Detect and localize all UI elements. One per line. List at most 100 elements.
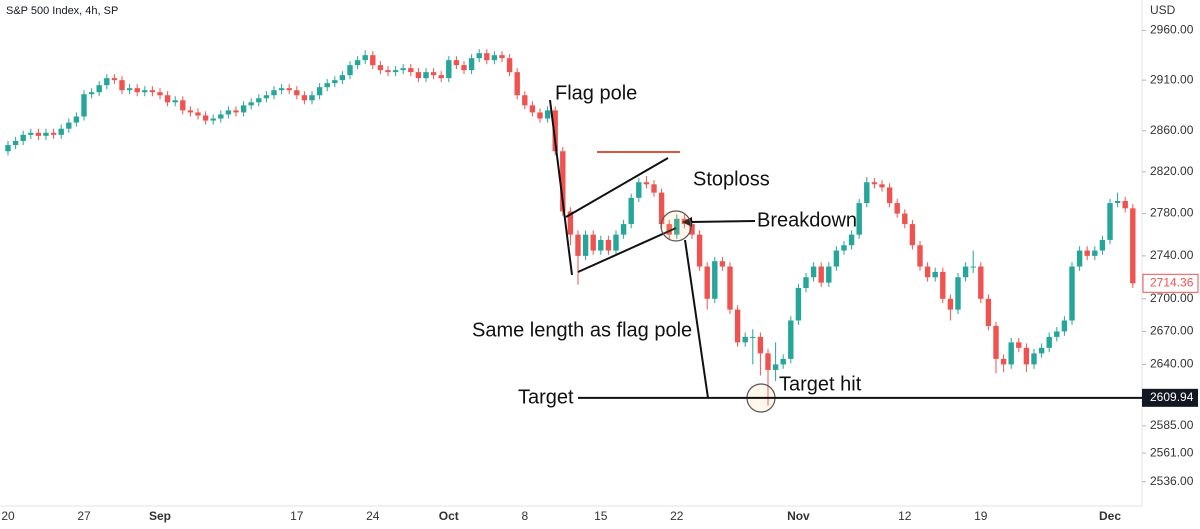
candle-body: [415, 72, 422, 79]
candle-body: [354, 60, 361, 66]
candle-body: [96, 85, 102, 93]
candle-body: [978, 266, 984, 299]
candle-body: [12, 140, 19, 146]
candle-body: [947, 298, 954, 310]
x-tick-label: 20: [1, 509, 15, 523]
candle-body: [81, 94, 87, 117]
candle-body: [1107, 203, 1113, 240]
candle-body: [772, 364, 779, 370]
y-tick-label: 2860.00: [1150, 123, 1194, 137]
candle-body: [1054, 331, 1060, 337]
x-tick-label: 22: [670, 509, 684, 523]
candle-body: [940, 271, 946, 299]
candle-body: [719, 261, 726, 267]
candle-body: [187, 110, 194, 113]
candle-body: [636, 182, 642, 198]
candle-body: [780, 358, 786, 365]
candle-body: [126, 88, 133, 91]
candle-body: [909, 224, 916, 246]
candle-body: [1076, 250, 1083, 267]
candle-body: [28, 132, 34, 135]
candle-body: [1114, 200, 1121, 204]
last-price-label: 2714.36: [1150, 275, 1194, 289]
candle-body: [818, 266, 824, 283]
candle-body: [704, 266, 710, 299]
candle-body: [788, 320, 794, 359]
candle-body: [658, 192, 665, 225]
candle-body: [1031, 353, 1037, 365]
candle-body: [689, 224, 695, 235]
candle-body: [560, 151, 566, 212]
candle-body: [598, 239, 604, 251]
candle-body: [750, 336, 756, 338]
x-tick-label: 17: [290, 509, 304, 523]
annotation: Flag pole: [555, 82, 637, 104]
candle-body: [902, 213, 908, 225]
y-tick-label: 2820.00: [1150, 164, 1194, 178]
candle-body: [924, 266, 931, 278]
y-tick-label: 2640.00: [1150, 357, 1194, 371]
candle-body: [803, 277, 809, 289]
candle-body: [1092, 250, 1098, 256]
candle-body: [316, 87, 323, 96]
x-tick-label: 15: [594, 509, 608, 523]
candle-body: [202, 115, 209, 121]
candle-body: [164, 95, 171, 103]
candle-body: [104, 78, 110, 86]
chart-title: S&P 500 Index, 4h, SP: [6, 5, 118, 17]
candle-body: [552, 110, 558, 152]
candle-body: [1046, 336, 1052, 348]
candle-body: [514, 72, 520, 96]
y-tick-label: 2910.00: [1150, 72, 1194, 86]
candle-body: [408, 68, 414, 73]
candle-body: [894, 203, 900, 214]
candle-body: [309, 95, 315, 101]
candle-body: [590, 234, 596, 251]
y-tick-label: 2670.00: [1150, 324, 1194, 338]
candle-body: [225, 110, 232, 115]
candle-body: [377, 65, 384, 71]
annotation: Same length as flag pole: [472, 319, 692, 341]
y-tick-label: 2561.00: [1150, 445, 1194, 459]
candle-body: [544, 110, 551, 119]
candle-body: [332, 80, 338, 84]
candle-body: [696, 234, 703, 267]
candle-body: [88, 92, 95, 95]
annotation: Breakdown: [757, 209, 857, 231]
annotation: Target: [518, 386, 574, 408]
candle-body: [993, 325, 999, 359]
x-tick-label: 8: [521, 509, 528, 523]
candle-body: [172, 100, 178, 103]
flag-pole-line: [549, 99, 573, 276]
candle-body: [575, 234, 581, 256]
candle-body: [765, 353, 771, 370]
annotation: Stoploss: [693, 168, 770, 190]
candle-body: [537, 112, 543, 119]
candle-body: [932, 271, 938, 278]
candle-body: [119, 80, 125, 91]
candle-body: [423, 72, 429, 79]
candle-body: [347, 65, 353, 76]
annotation: Target hit: [779, 373, 862, 395]
candle-body: [522, 95, 528, 106]
target-price-label: 2609.94: [1150, 390, 1194, 404]
candle-body: [879, 184, 885, 188]
candle-body: [400, 68, 406, 71]
candle-body: [195, 112, 201, 116]
candle-body: [1099, 239, 1106, 251]
x-tick-label: 27: [77, 509, 91, 523]
candle-body: [651, 184, 657, 193]
candle-body: [628, 197, 634, 225]
candle-body: [864, 182, 870, 204]
candle-body: [1084, 250, 1090, 256]
candle-body: [1130, 208, 1136, 284]
candle-body: [613, 234, 619, 251]
candle-body: [499, 55, 505, 59]
candle-body: [50, 132, 57, 135]
candle-body: [712, 261, 718, 299]
annotations: [549, 99, 1142, 413]
y-axis-label: USD: [1150, 3, 1176, 17]
candle-body: [476, 53, 482, 59]
candle-body: [1000, 358, 1007, 365]
